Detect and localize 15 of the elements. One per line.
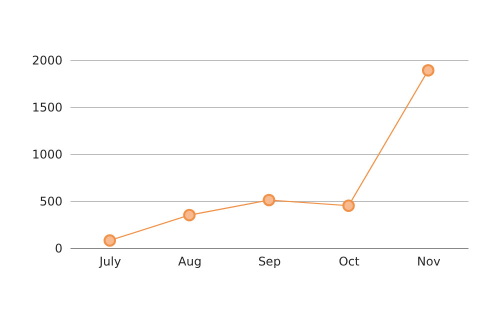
y-tick-label: 0 [54, 242, 62, 256]
x-tick-label: Sep [258, 254, 281, 268]
x-tick-label: Oct [338, 254, 360, 268]
point [183, 208, 196, 222]
x-tick-label: July [98, 254, 122, 268]
y-tick-label: 500 [40, 194, 62, 208]
point [342, 199, 355, 212]
y-tick-label: 1000 [32, 148, 62, 162]
point [262, 194, 276, 206]
point [104, 234, 116, 247]
point [422, 64, 434, 77]
y-tick-label: 1500 [32, 100, 62, 114]
y-tick-label: 2000 [32, 54, 62, 68]
x-tick-label: Nov [416, 254, 440, 268]
x-tick-label: Aug [178, 254, 202, 268]
